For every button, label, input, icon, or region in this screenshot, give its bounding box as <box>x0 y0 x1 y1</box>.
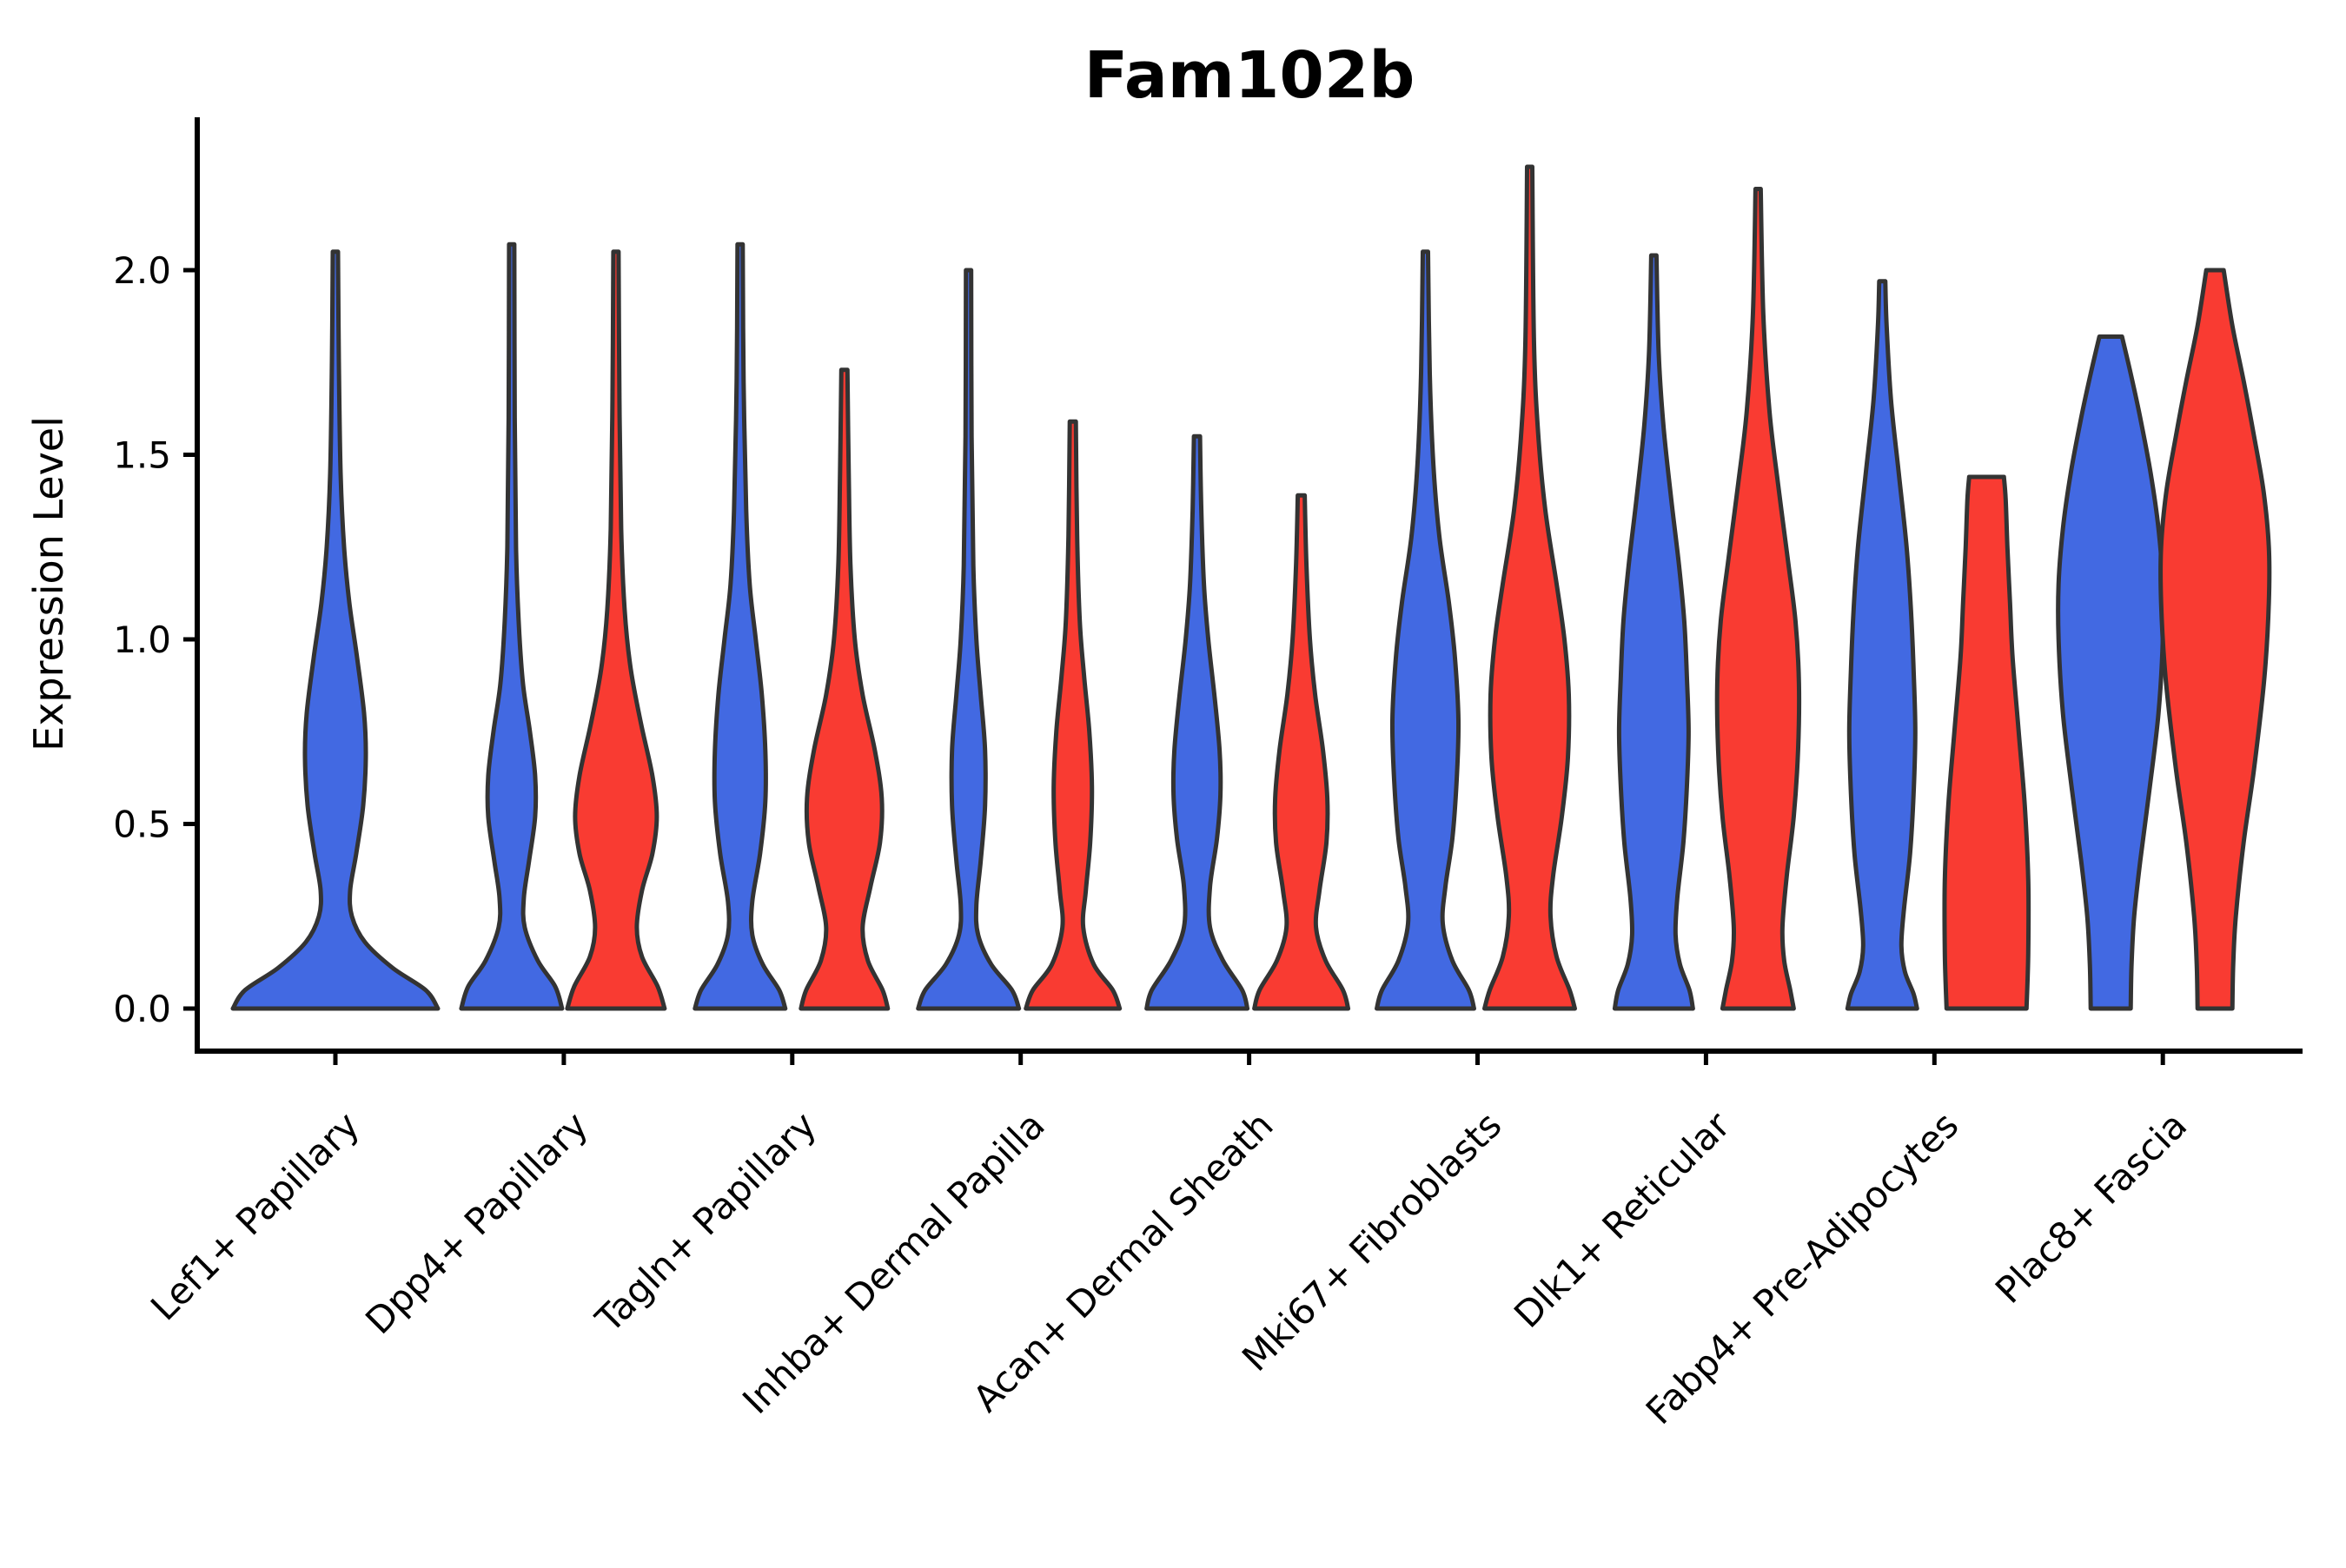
chart-title: Fam102b <box>1084 38 1415 113</box>
violin-blue-acan-dermal-sheath <box>1144 433 1250 1011</box>
y-tick-label: 2.0 <box>113 249 171 292</box>
y-tick-label: 1.5 <box>113 434 171 477</box>
y-tick-label: 0.0 <box>113 988 171 1030</box>
violin-red-inhba-dermal-papilla <box>1024 419 1123 1011</box>
violin-blue-dlk1-reticular <box>1612 253 1695 1011</box>
violin-blue-tagln-papillary <box>693 241 788 1011</box>
x-tick-label: Dlk1+ Reticular <box>1506 1103 1739 1336</box>
violin-red-fabp4-pre-adipocytes <box>1942 474 2031 1011</box>
violin-red-dlk1-reticular <box>1714 187 1802 1011</box>
violin-blue-inhba-dermal-papilla <box>916 268 1022 1011</box>
violin-blue-dpp4-papillary <box>459 241 565 1011</box>
x-tick-label: Plac8+ Fascia <box>1987 1103 2195 1311</box>
violins-layer <box>230 164 2272 1011</box>
x-tick-label: Mki67+ Fibroblasts <box>1234 1103 1509 1379</box>
x-tick-label: Tagln+ Papillary <box>586 1103 824 1340</box>
violin-red-plac8-fascia <box>2158 268 2272 1011</box>
violin-blue-fabp4-pre-adipocytes <box>1845 279 1919 1011</box>
violin-red-tagln-papillary <box>799 367 891 1011</box>
y-tick-label: 1.0 <box>113 619 171 661</box>
violin-red-dpp4-papillary <box>565 249 667 1011</box>
violin-blue-plac8-fascia <box>2056 334 2166 1011</box>
x-tick-label: Lef1+ Papillary <box>142 1103 368 1328</box>
violin-blue-lef1-papillary <box>230 249 441 1011</box>
violin-red-acan-dermal-sheath <box>1252 493 1351 1011</box>
violin-blue-mki67-fibroblasts <box>1375 249 1476 1011</box>
violin-red-mki67-fibroblasts <box>1482 164 1577 1011</box>
y-tick-label: 0.5 <box>113 804 171 846</box>
x-tick-label: Dpp4+ Papillary <box>357 1103 596 1342</box>
y-axis-label: Expression Level <box>25 416 72 751</box>
